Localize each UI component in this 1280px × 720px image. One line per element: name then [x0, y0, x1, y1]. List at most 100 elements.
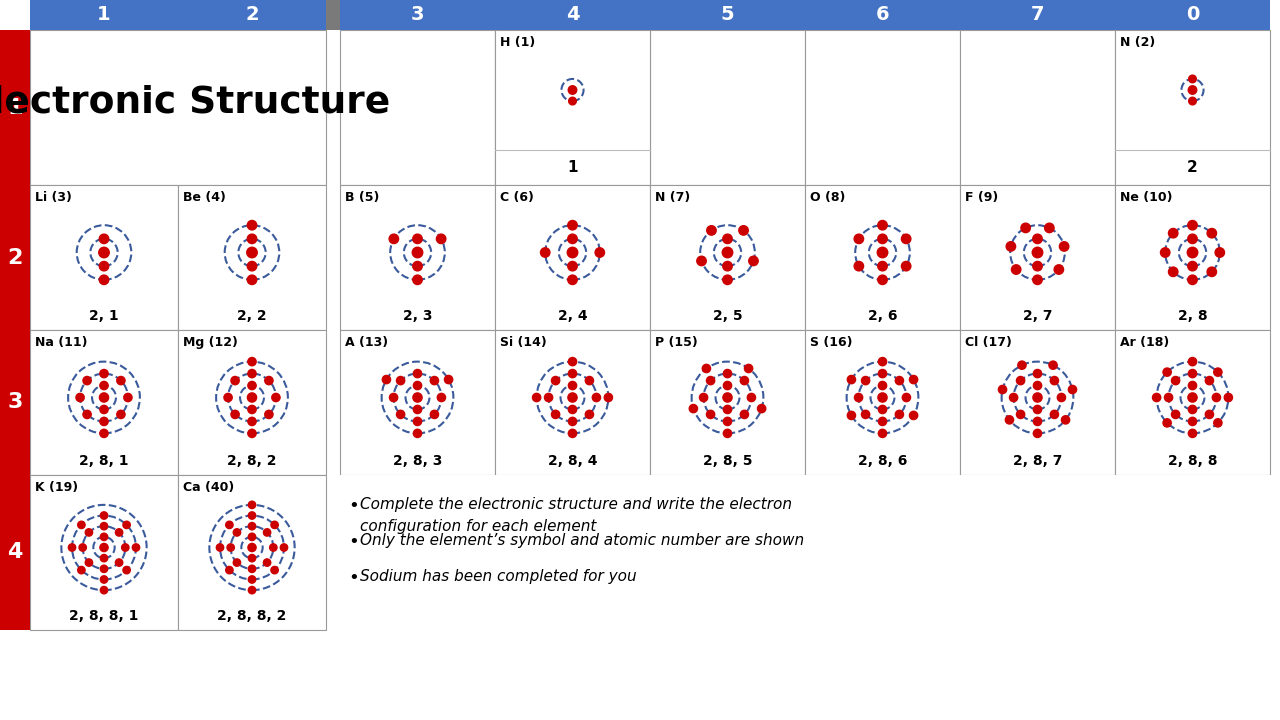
Text: 2, 3: 2, 3 — [403, 309, 433, 323]
Circle shape — [878, 261, 887, 271]
Circle shape — [100, 587, 108, 594]
Bar — [29, 30, 326, 185]
Circle shape — [413, 369, 421, 378]
Circle shape — [1069, 385, 1076, 394]
Text: 2: 2 — [246, 6, 259, 24]
Text: 1: 1 — [567, 160, 577, 175]
Circle shape — [552, 377, 559, 384]
Circle shape — [438, 393, 445, 402]
Text: 5: 5 — [721, 6, 735, 24]
Text: Cl (17): Cl (17) — [965, 336, 1012, 349]
Bar — [805, 30, 960, 185]
Bar — [495, 30, 650, 185]
Circle shape — [1048, 361, 1057, 369]
Circle shape — [271, 567, 278, 574]
Circle shape — [413, 405, 421, 413]
Circle shape — [248, 358, 256, 366]
Circle shape — [593, 393, 600, 402]
Bar — [178, 185, 326, 330]
Circle shape — [1033, 369, 1042, 378]
Circle shape — [100, 261, 109, 271]
Circle shape — [100, 565, 108, 572]
Circle shape — [1033, 234, 1042, 243]
Circle shape — [225, 521, 233, 528]
Circle shape — [248, 418, 256, 426]
Bar — [960, 330, 1115, 475]
Circle shape — [878, 275, 887, 284]
Circle shape — [100, 382, 108, 390]
Text: 2, 8, 8, 2: 2, 8, 8, 2 — [218, 609, 287, 623]
Text: 3: 3 — [8, 392, 23, 413]
Circle shape — [248, 382, 256, 390]
Circle shape — [878, 369, 887, 378]
Circle shape — [861, 377, 869, 384]
Circle shape — [878, 405, 887, 413]
Circle shape — [1188, 220, 1197, 230]
Text: Be (4): Be (4) — [183, 191, 225, 204]
Circle shape — [1060, 242, 1069, 251]
Circle shape — [748, 393, 755, 402]
Circle shape — [855, 393, 863, 402]
Circle shape — [264, 559, 271, 566]
Circle shape — [1011, 265, 1021, 274]
Circle shape — [1206, 377, 1213, 384]
Circle shape — [132, 544, 140, 552]
Bar — [0, 185, 29, 330]
Bar — [960, 185, 1115, 330]
Text: •: • — [348, 533, 358, 551]
Circle shape — [1171, 377, 1180, 384]
Circle shape — [1171, 410, 1180, 418]
Circle shape — [412, 234, 422, 243]
Circle shape — [436, 234, 445, 243]
Text: N (2): N (2) — [1120, 36, 1156, 49]
Circle shape — [247, 261, 257, 271]
Circle shape — [909, 411, 918, 420]
Circle shape — [902, 393, 910, 402]
Circle shape — [100, 512, 108, 519]
Circle shape — [696, 256, 707, 266]
Circle shape — [540, 248, 550, 257]
Circle shape — [86, 528, 92, 536]
Circle shape — [998, 385, 1006, 394]
Bar — [0, 30, 29, 185]
Text: Na (11): Na (11) — [35, 336, 87, 349]
Circle shape — [78, 521, 84, 528]
Text: C (6): C (6) — [500, 191, 534, 204]
Circle shape — [723, 275, 732, 284]
Bar — [0, 330, 29, 475]
Circle shape — [552, 410, 559, 418]
Bar — [340, 0, 1270, 30]
Bar — [960, 30, 1115, 185]
Circle shape — [430, 377, 439, 384]
Text: •: • — [348, 497, 358, 515]
Circle shape — [413, 393, 422, 402]
Text: 2, 8, 7: 2, 8, 7 — [1012, 454, 1062, 468]
Circle shape — [100, 234, 109, 243]
Text: 2, 8, 8: 2, 8, 8 — [1167, 454, 1217, 468]
Bar — [1115, 330, 1270, 475]
Circle shape — [1152, 393, 1161, 402]
Circle shape — [1188, 234, 1197, 243]
Circle shape — [1057, 393, 1065, 402]
Circle shape — [877, 247, 888, 258]
Circle shape — [854, 234, 864, 243]
Circle shape — [413, 429, 421, 438]
Text: H (1): H (1) — [500, 36, 535, 49]
Circle shape — [397, 410, 404, 418]
Circle shape — [116, 410, 125, 418]
Circle shape — [270, 544, 276, 552]
Circle shape — [76, 393, 84, 402]
Circle shape — [532, 393, 540, 402]
Circle shape — [723, 261, 732, 271]
Text: 1: 1 — [97, 6, 111, 24]
Circle shape — [758, 405, 765, 413]
Circle shape — [265, 377, 273, 384]
Circle shape — [123, 567, 131, 574]
Circle shape — [689, 405, 698, 413]
Circle shape — [723, 369, 732, 378]
Circle shape — [1213, 419, 1222, 427]
Circle shape — [1033, 261, 1042, 271]
Circle shape — [100, 429, 108, 438]
Circle shape — [568, 86, 577, 94]
Text: Only the element’s symbol and atomic number are shown: Only the element’s symbol and atomic num… — [360, 533, 804, 548]
